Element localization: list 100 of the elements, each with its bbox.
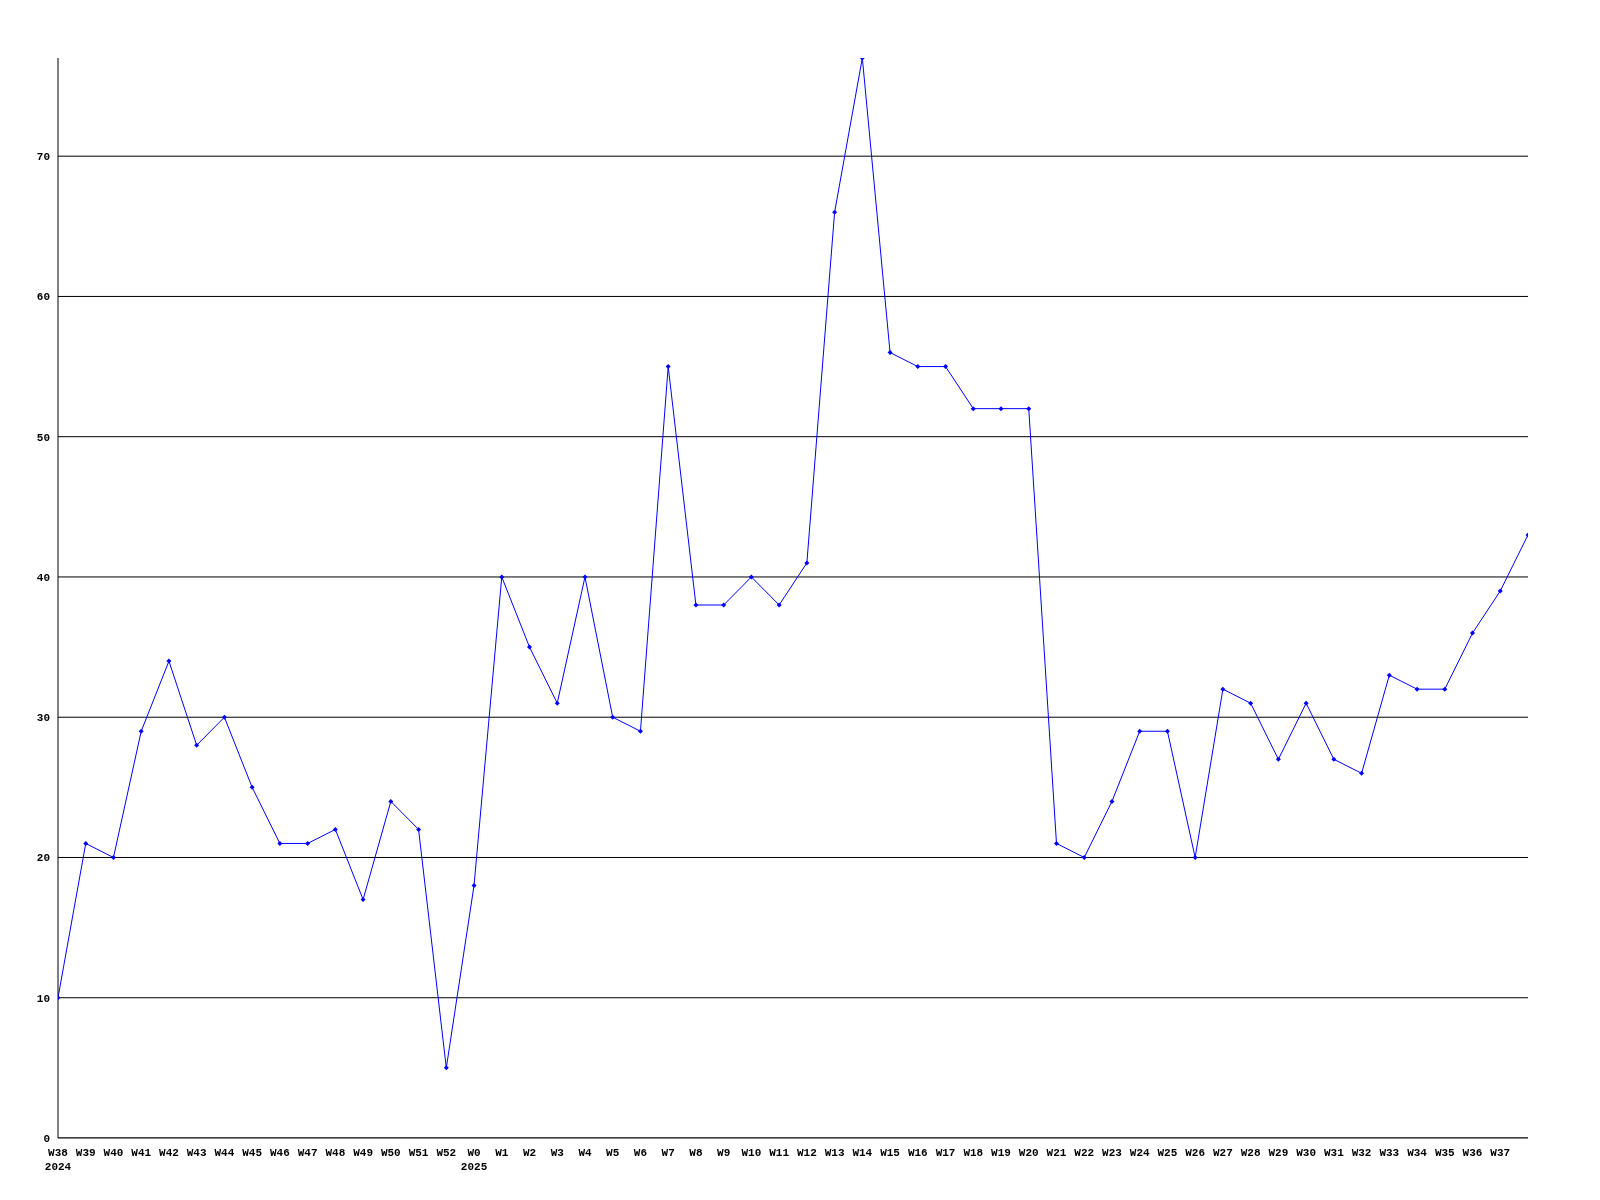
point	[665, 364, 671, 370]
point	[277, 840, 283, 846]
x-tick-label: W37	[1490, 1147, 1511, 1159]
point	[1303, 700, 1309, 706]
x-tick-label: W47	[297, 1147, 318, 1159]
x-tick-label: W4	[578, 1147, 592, 1159]
x-tick-label: W50	[380, 1147, 401, 1159]
x-tick-label: W11	[769, 1147, 790, 1159]
point	[416, 826, 422, 832]
point	[998, 406, 1004, 412]
x-tick-label: W7	[661, 1147, 675, 1159]
x-tick-label: W41	[131, 1147, 152, 1159]
point	[637, 728, 643, 734]
x-tick-label: W46	[269, 1147, 290, 1159]
point	[1331, 756, 1337, 762]
x-tick-label: W16	[907, 1147, 928, 1159]
point	[721, 602, 727, 608]
x-tick-label: W6	[633, 1147, 648, 1159]
point	[499, 574, 505, 580]
x-tick-label: W51	[408, 1147, 429, 1159]
x-tick-label: W33	[1379, 1147, 1400, 1159]
x-tick-label: W43	[186, 1147, 207, 1159]
point	[138, 728, 144, 734]
point	[943, 364, 949, 370]
x-tick-label: W22	[1074, 1147, 1095, 1159]
x-tick-label: W12	[796, 1147, 817, 1159]
y-tick-label: 70	[36, 151, 50, 164]
x-tick-label: W8	[689, 1147, 703, 1159]
point	[1192, 854, 1198, 860]
x-tick-label: W44	[214, 1147, 235, 1159]
point	[776, 602, 782, 608]
x-tick-label: W1	[495, 1147, 509, 1159]
x-tick-label: W45	[242, 1147, 263, 1159]
x-tick-label: W0 2025	[460, 1147, 488, 1173]
point	[83, 840, 89, 846]
point	[970, 406, 976, 412]
x-tick-label: W19	[991, 1147, 1011, 1159]
x-tick-label: W39	[75, 1147, 96, 1159]
point	[388, 798, 394, 804]
point	[554, 700, 560, 706]
point	[305, 840, 311, 846]
point	[110, 854, 116, 860]
point	[1248, 700, 1254, 706]
x-tick-label: W42	[159, 1147, 179, 1159]
x-tick-label: W17	[935, 1147, 956, 1159]
x-tick-label: W20	[1018, 1147, 1039, 1159]
x-tick-label: W10	[741, 1147, 762, 1159]
x-tick-label: W28	[1240, 1147, 1261, 1159]
x-tick-label: W21	[1046, 1147, 1067, 1159]
point	[1081, 854, 1087, 860]
x-tick-label: W25	[1157, 1147, 1178, 1159]
point	[1220, 686, 1226, 692]
point	[1053, 840, 1059, 846]
point	[1386, 672, 1392, 678]
x-tick-label: W3	[550, 1147, 565, 1159]
point	[832, 209, 838, 215]
x-tick-label: W48	[325, 1147, 346, 1159]
x-tick-label: W49	[353, 1147, 373, 1159]
x-tick-label: W15	[880, 1147, 901, 1159]
x-tick-label: W27	[1213, 1147, 1233, 1159]
point	[332, 826, 338, 832]
point	[610, 714, 616, 720]
point	[1359, 770, 1365, 776]
x-tick-label: W30	[1296, 1147, 1317, 1159]
point	[1137, 728, 1143, 734]
point	[804, 560, 810, 566]
point	[443, 1065, 449, 1071]
x-tick-label: W38 2024	[44, 1147, 72, 1173]
point	[1026, 406, 1032, 412]
point	[887, 350, 893, 356]
y-tick-label: 30	[36, 712, 50, 725]
y-tick-label: 20	[36, 852, 50, 865]
point	[194, 742, 200, 748]
x-tick-label: W9	[717, 1147, 731, 1159]
x-tick-label: W32	[1351, 1147, 1372, 1159]
x-tick-label: W26	[1185, 1147, 1206, 1159]
point	[582, 574, 588, 580]
point	[1164, 728, 1170, 734]
x-tick-label: W2	[522, 1147, 537, 1159]
point	[1470, 630, 1476, 636]
y-tick-label: 10	[36, 992, 50, 1005]
point	[1275, 756, 1281, 762]
point	[1109, 798, 1115, 804]
point	[249, 784, 255, 790]
x-tick-label: W23	[1102, 1147, 1123, 1159]
x-tick-label: W14	[852, 1147, 873, 1159]
x-tick-label: W29	[1268, 1147, 1289, 1159]
x-tick-label: W35	[1434, 1147, 1456, 1159]
x-tick-label: W34	[1407, 1147, 1428, 1159]
y-tick-label: 50	[36, 431, 50, 444]
point	[166, 658, 172, 664]
y-tick-label: 0	[43, 1132, 50, 1145]
point	[748, 574, 754, 580]
x-tick-label: W40	[103, 1147, 124, 1159]
point	[527, 644, 533, 650]
x-tick-label: W13	[824, 1147, 845, 1159]
x-tick-label: W24	[1129, 1147, 1150, 1159]
point	[221, 714, 227, 720]
x-tick-label: W36	[1462, 1147, 1483, 1159]
point	[360, 897, 366, 903]
